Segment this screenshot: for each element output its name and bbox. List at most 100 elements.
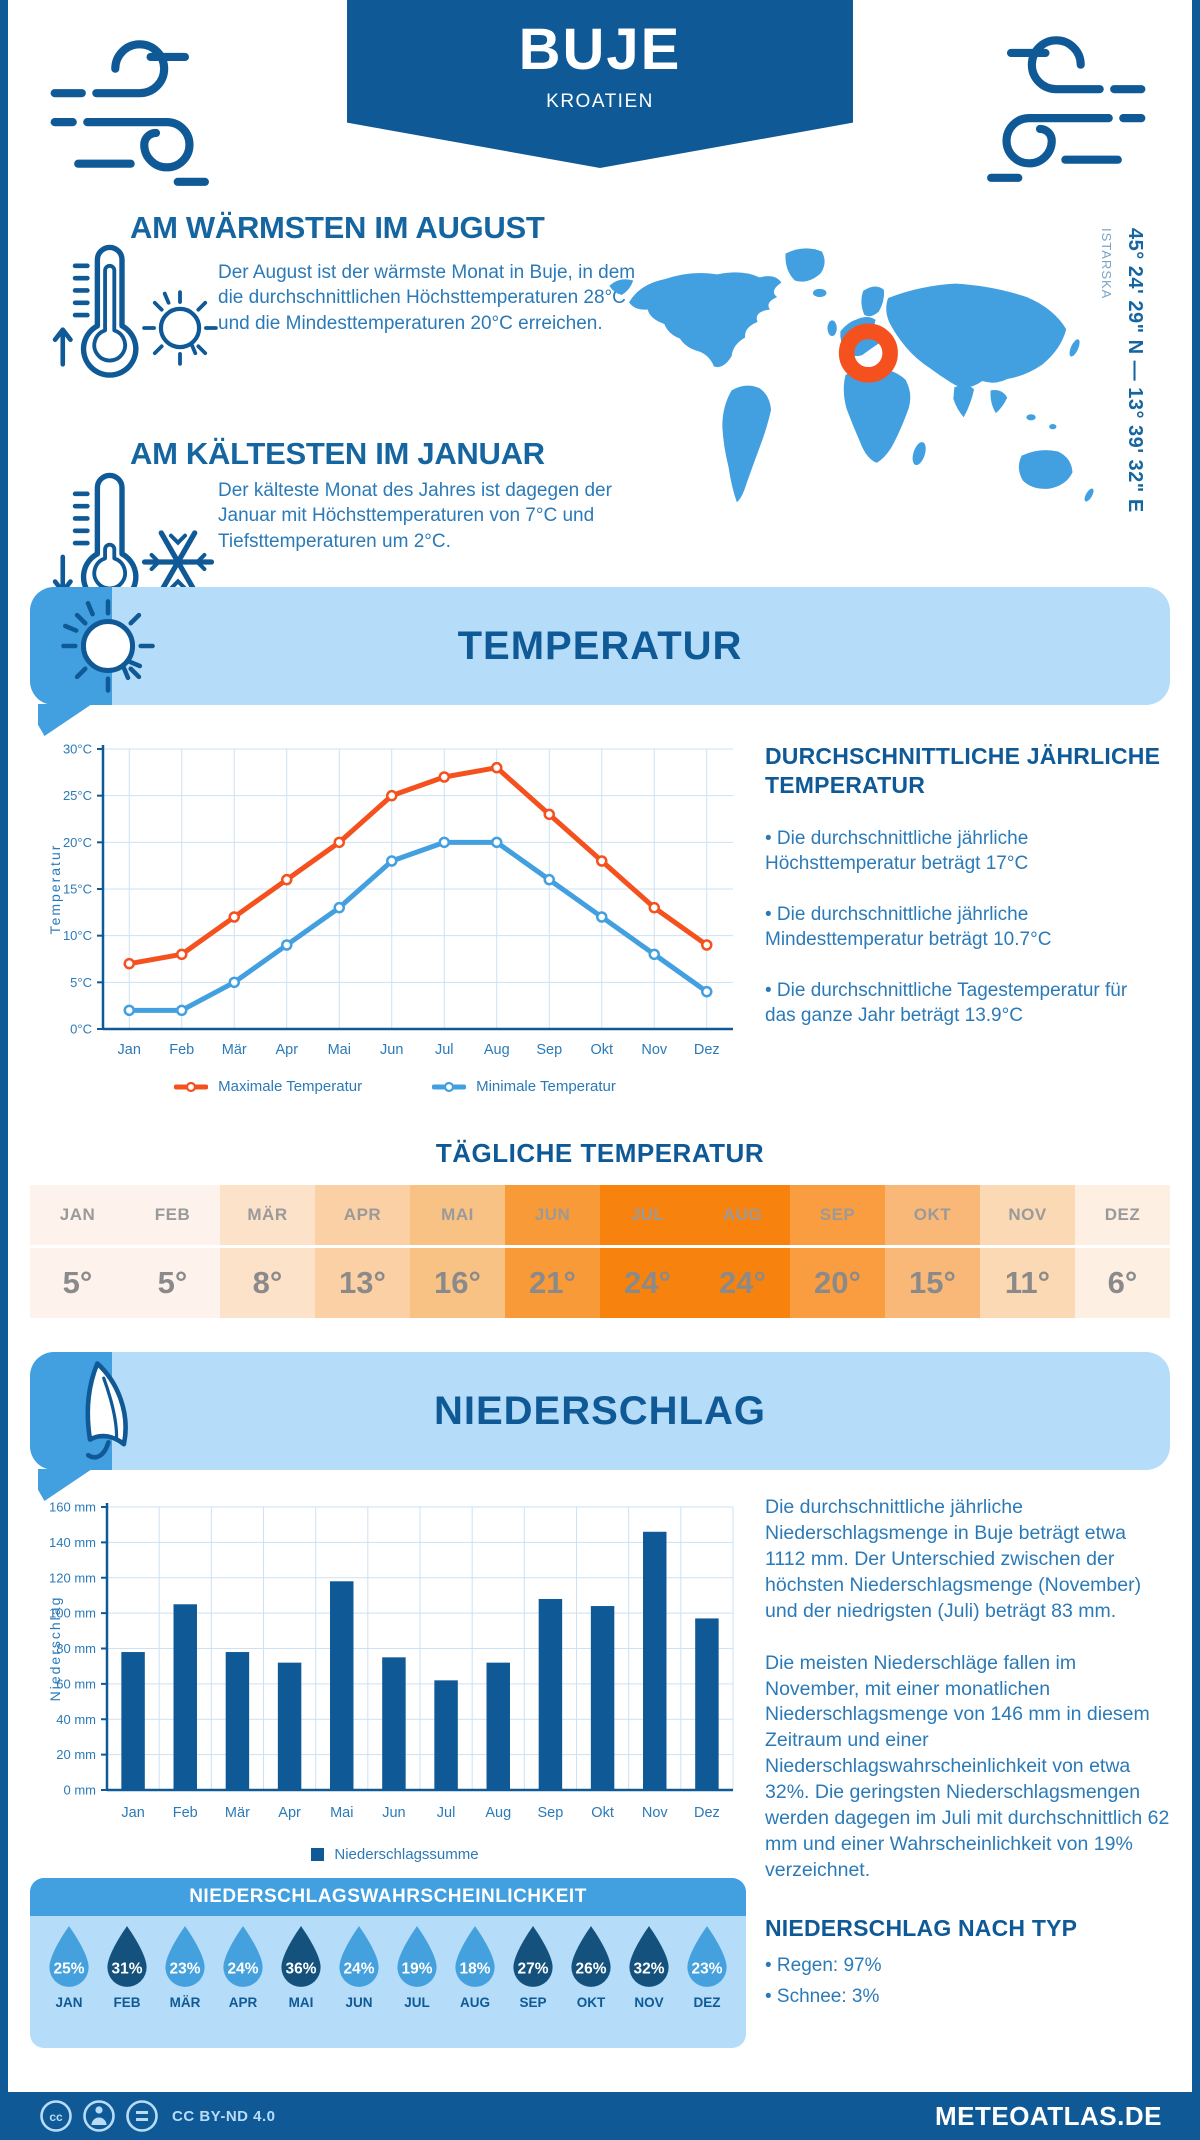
svg-text:0 mm: 0 mm (64, 1783, 97, 1798)
svg-text:27%: 27% (518, 1961, 549, 1978)
precipitation-bar-chart: 0 mm 20 mm 40 mm 60 mm 80 mm 100 mm 120 mm 140 … (47, 1500, 734, 1821)
daily-month-cell: JUN (505, 1185, 600, 1245)
svg-text:Niederschlag: Niederschlag (47, 1596, 63, 1702)
raindrop-icon: 32% (629, 1926, 669, 1987)
drop-month-label: FEB (113, 1995, 141, 2010)
svg-text:Aug: Aug (484, 1042, 510, 1058)
svg-text:25°C: 25°C (63, 788, 92, 803)
svg-text:Mai: Mai (330, 1805, 353, 1821)
wind-icon (987, 36, 1146, 182)
svg-text:24%: 24% (344, 1961, 375, 1978)
svg-text:30°C: 30°C (63, 742, 92, 757)
svg-text:Sep: Sep (538, 1805, 564, 1821)
probability-droplets: 25% JAN 31% FEB 23% MÄR 24% APR 36% MAI 24% JUN 19% J… (30, 1916, 746, 2010)
precipitation-banner-title: NIEDERSCHLAG (433, 1389, 767, 1433)
svg-text:Apr: Apr (275, 1042, 298, 1058)
map-coordinates: 45° 24' 29" N — 13° 39' 32" E ISTARSKA (1099, 228, 1146, 564)
drop-month-label: APR (228, 1995, 258, 2010)
banner-corner-tail (38, 704, 92, 736)
daily-value-cell: 15° (885, 1248, 980, 1318)
daily-value-cell: 16° (410, 1248, 505, 1318)
legend-item: Minimale Temperatur (432, 1078, 616, 1095)
precipitation-probability-panel: NIEDERSCHLAGSWAHRSCHEINLICHKEIT 25% JAN 31… (30, 1878, 746, 2048)
daily-value-cell: 20° (790, 1248, 885, 1318)
legend-item: Maximale Temperatur (174, 1078, 362, 1095)
temperature-chart-legend: Maximale Temperatur Minimale Temperatur (45, 1078, 745, 1095)
temperature-summary-bullet: • Die durchschnittliche Tagestemperatur … (765, 979, 1128, 1026)
temperature-section-banner: TEMPERATUR (30, 587, 1170, 736)
daily-month-cell: APR (315, 1185, 410, 1245)
svg-text:60 mm: 60 mm (56, 1676, 96, 1691)
svg-text:Mai: Mai (328, 1042, 351, 1058)
svg-text:100 mm: 100 mm (49, 1606, 96, 1621)
daily-value-cell: 5° (30, 1248, 125, 1318)
daily-value-cell: 21° (505, 1248, 600, 1318)
header-banner: BUJE KROATIEN (347, 0, 853, 168)
region-text: ISTARSKA (1099, 228, 1114, 300)
wind-icon (50, 40, 209, 186)
svg-text:20°C: 20°C (63, 835, 92, 850)
raindrop-icon: 18% (455, 1926, 495, 1987)
svg-text:Mär: Mär (225, 1805, 250, 1821)
precipitation-paragraph: Die durchschnittliche jährliche Niedersc… (765, 1496, 1142, 1622)
svg-text:5°C: 5°C (70, 975, 92, 990)
probability-drop: 32% NOV (620, 1924, 678, 2010)
svg-text:15°C: 15°C (63, 882, 92, 897)
daily-value-cell: 6° (1075, 1248, 1170, 1318)
thermometer-up-icon (52, 244, 139, 378)
drop-month-label: MÄR (169, 1995, 201, 2010)
probability-title: NIEDERSCHLAGSWAHRSCHEINLICHKEIT (30, 1878, 746, 1916)
temperature-banner-title: TEMPERATUR (457, 624, 743, 668)
svg-text:40 mm: 40 mm (56, 1712, 96, 1727)
svg-text:20 mm: 20 mm (56, 1747, 96, 1762)
drop-month-label: DEZ (693, 1995, 721, 2010)
warmest-heading: AM WÄRMSTEN IM AUGUST (130, 210, 545, 245)
svg-text:Jun: Jun (382, 1805, 405, 1821)
temperature-line-chart: 0°C 5°C 10°C 15°C 20°C 25°C 30°C Jan Feb Mär Apr Ma… (47, 742, 733, 1058)
coldest-text: Der kälteste Monat des Jahres ist dagege… (218, 480, 612, 552)
daily-month-cell: FEB (125, 1185, 220, 1245)
probability-drop: 18% AUG (446, 1924, 504, 2010)
drop-month-label: JUN (345, 1995, 373, 2010)
svg-text:Jun: Jun (380, 1042, 403, 1058)
daily-month-cell: MAI (410, 1185, 505, 1245)
raindrop-icon: 26% (571, 1926, 611, 1987)
page-border-right (1192, 0, 1200, 2140)
svg-text:Jan: Jan (121, 1805, 144, 1821)
svg-text:Okt: Okt (591, 1805, 614, 1821)
svg-text:Jul: Jul (435, 1042, 454, 1058)
svg-text:31%: 31% (112, 1961, 143, 1978)
page-subtitle: KROATIEN (546, 91, 654, 112)
warmest-text: Der August ist der wärmste Monat in Buje… (218, 262, 636, 334)
raindrop-icon: 24% (223, 1926, 263, 1987)
svg-text:Nov: Nov (642, 1805, 669, 1821)
drop-month-label: JAN (55, 1995, 83, 2010)
raindrop-icon: 23% (165, 1926, 205, 1987)
daily-value-cell: 11° (980, 1248, 1075, 1318)
precipitation-type-bullet: • Schnee: 3% (765, 1985, 880, 2007)
drop-month-label: NOV (634, 1995, 664, 2010)
probability-drop: 25% JAN (40, 1924, 98, 2010)
svg-text:160 mm: 160 mm (49, 1500, 96, 1515)
precipitation-text-panel: Die durchschnittliche jährliche Niedersc… (765, 1495, 1170, 2009)
svg-text:cc: cc (49, 2110, 63, 2124)
daily-value-cell: 5° (125, 1248, 220, 1318)
probability-drop: 24% JUN (330, 1924, 388, 2010)
precipitation-type-bullet: • Regen: 97% (765, 1954, 882, 1976)
svg-text:Dez: Dez (694, 1042, 720, 1058)
svg-text:19%: 19% (402, 1961, 433, 1978)
svg-text:32%: 32% (634, 1961, 665, 1978)
daily-month-cell: SEP (790, 1185, 885, 1245)
daily-month-cell: NOV (980, 1185, 1075, 1245)
probability-drop: 23% MÄR (156, 1924, 214, 2010)
precipitation-chart-legend: Niederschlagssumme (45, 1846, 745, 1863)
svg-text:120 mm: 120 mm (49, 1570, 96, 1585)
probability-drop: 27% SEP (504, 1924, 562, 2010)
daily-month-cell: OKT (885, 1185, 980, 1245)
daily-value-cell: 8° (220, 1248, 315, 1318)
license-text: CC BY-ND 4.0 (172, 2107, 276, 2125)
coldest-heading: AM KÄLTESTEN IM JANUAR (130, 436, 545, 471)
daily-value-cell: 24° (600, 1248, 695, 1318)
page-border-left (0, 0, 8, 2140)
